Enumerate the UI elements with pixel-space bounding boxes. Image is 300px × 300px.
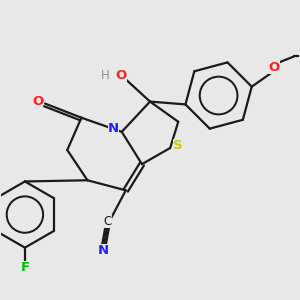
Text: H: H bbox=[100, 69, 109, 82]
Text: O: O bbox=[115, 69, 127, 82]
Text: F: F bbox=[20, 261, 29, 274]
Text: N: N bbox=[98, 244, 109, 257]
Text: O: O bbox=[32, 95, 44, 109]
Text: N: N bbox=[108, 122, 119, 135]
Text: O: O bbox=[268, 61, 280, 74]
Text: S: S bbox=[172, 140, 182, 152]
Text: C: C bbox=[103, 215, 112, 228]
